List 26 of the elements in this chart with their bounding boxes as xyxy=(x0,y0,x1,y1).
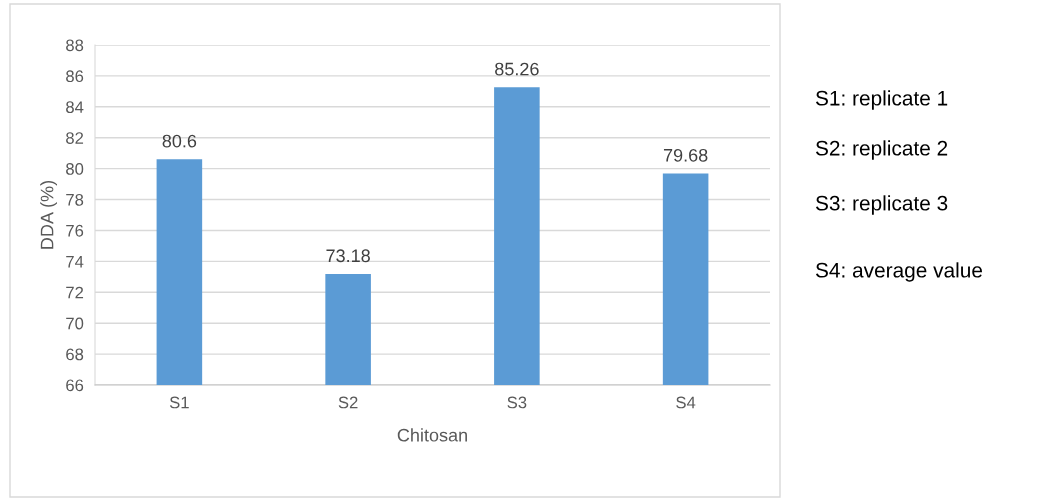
x-tick-label: S1 xyxy=(169,396,189,409)
y-tick-label: 70 xyxy=(66,317,84,330)
x-tick-label: S2 xyxy=(338,396,358,409)
y-tick-label: 78 xyxy=(66,193,84,206)
text: S1: replicate 1 xyxy=(815,90,948,110)
y-tick-label: 84 xyxy=(66,101,84,114)
y-tick-label: 72 xyxy=(66,286,84,299)
data-label: 79.68 xyxy=(663,148,708,162)
text: S3: replicate 3 xyxy=(815,195,948,215)
text: S4: average value xyxy=(815,262,983,282)
data-label: 73.18 xyxy=(326,249,370,263)
y-axis-title: DDA (%) xyxy=(40,181,58,249)
y-tick-label: 76 xyxy=(66,224,84,237)
data-label: 85.26 xyxy=(495,62,539,76)
y-tick-label: 68 xyxy=(66,348,84,361)
y-tick-label: 86 xyxy=(66,70,84,83)
y-tick-label: 80 xyxy=(66,163,84,175)
x-tick-label: S4 xyxy=(676,396,696,409)
y-tick-label: 74 xyxy=(66,255,84,268)
data-label: 80.6 xyxy=(162,134,197,148)
x-tick-label: S3 xyxy=(507,396,527,409)
y-tick-label: 88 xyxy=(66,39,84,52)
y-tick-label: 66 xyxy=(66,379,84,392)
x-axis-title: Chitosan xyxy=(397,428,467,442)
text: S2: replicate 2 xyxy=(815,140,948,160)
y-tick-label: 82 xyxy=(66,132,84,144)
